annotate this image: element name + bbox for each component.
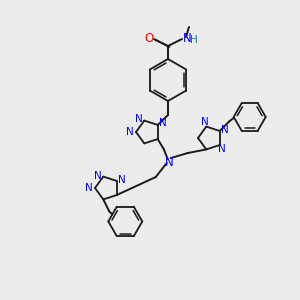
Text: N: N [135,114,143,124]
Text: N: N [85,183,93,193]
Text: N: N [159,118,167,128]
Text: N: N [218,144,226,154]
Text: H: H [190,35,198,45]
Text: N: N [126,127,134,137]
Text: N: N [221,125,229,135]
Text: N: N [94,171,102,181]
Text: N: N [165,156,174,169]
Text: O: O [144,32,154,44]
Text: N: N [201,117,209,127]
Text: N: N [183,32,191,44]
Text: N: N [118,175,126,185]
